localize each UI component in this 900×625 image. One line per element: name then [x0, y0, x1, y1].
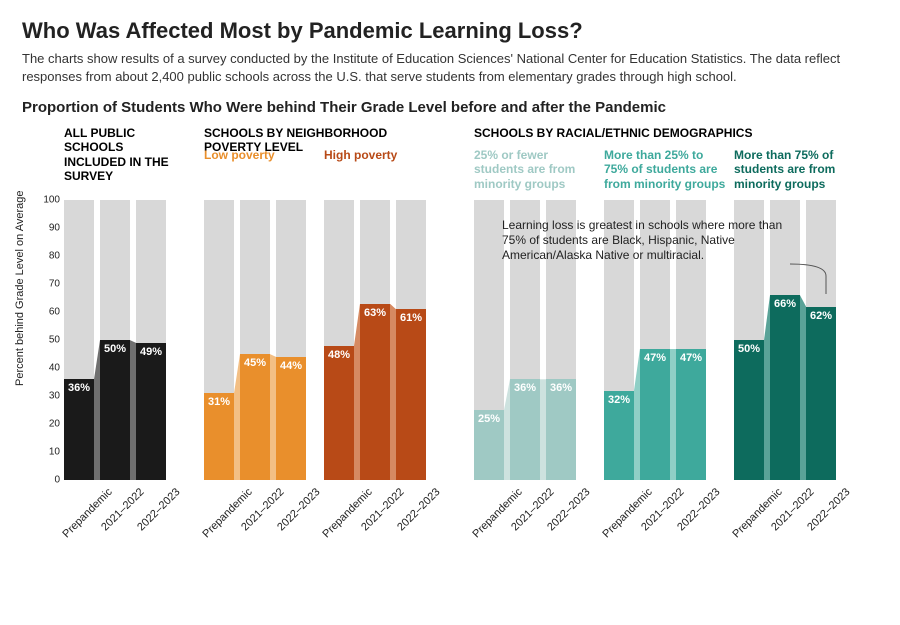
bar-value-label: 47% — [640, 352, 670, 364]
bar-value — [64, 379, 94, 480]
group-header: ALL PUBLIC SCHOOLS INCLUDED IN THE SURVE… — [64, 126, 174, 184]
bar-value — [770, 295, 800, 480]
bar-value-label: 25% — [474, 413, 504, 425]
y-tick: 0 — [36, 475, 60, 486]
bar-cluster: 36%Prepandemic50%2021–202249%2022–2023 — [64, 200, 166, 480]
bar-value-label: 61% — [396, 312, 426, 324]
y-tick: 80 — [36, 251, 60, 262]
subgroup-header: More than 25% to 75% of students are fro… — [604, 148, 728, 191]
bar-value — [676, 349, 706, 481]
bar-value-label: 50% — [100, 343, 130, 355]
bar-value-label: 47% — [676, 352, 706, 364]
bar-value-label: 50% — [734, 343, 764, 355]
y-tick: 100 — [36, 195, 60, 206]
y-tick: 50 — [36, 335, 60, 346]
bar-value-label: 36% — [510, 382, 540, 394]
subgroup-header: High poverty — [324, 148, 448, 162]
bar-value — [510, 379, 540, 480]
bar-value — [240, 354, 270, 480]
bar-value — [734, 340, 764, 480]
intro-text: The charts show results of a survey cond… — [22, 50, 878, 85]
y-tick: 20 — [36, 419, 60, 430]
group-header: SCHOOLS BY RACIAL/ETHNIC DEMOGRAPHICS — [474, 126, 874, 140]
bar-value — [136, 343, 166, 480]
bar-value-label: 32% — [604, 394, 634, 406]
subgroup-header: 25% or fewer students are from minority … — [474, 148, 598, 191]
bar-value — [640, 349, 670, 481]
bar-value-label: 66% — [770, 298, 800, 310]
y-axis-label: Percent behind Grade Level on Average — [14, 191, 26, 387]
y-tick: 70 — [36, 279, 60, 290]
bar-value-label: 62% — [806, 310, 836, 322]
y-tick: 60 — [36, 307, 60, 318]
bar-value-label: 48% — [324, 349, 354, 361]
chart-area: Percent behind Grade Level on Average 01… — [22, 126, 878, 596]
annotation-text: Learning loss is greatest in schools whe… — [502, 218, 792, 263]
bar-value — [806, 307, 836, 481]
bar-value — [360, 304, 390, 480]
page-title: Who Was Affected Most by Pandemic Learni… — [22, 18, 878, 44]
bar-value-label: 36% — [546, 382, 576, 394]
bar-value — [100, 340, 130, 480]
bar-value-label: 44% — [276, 360, 306, 372]
bar-value-label: 49% — [136, 346, 166, 358]
bar-value — [324, 346, 354, 480]
bar-cluster: 48%Prepandemic63%2021–202261%2022–2023 — [324, 200, 426, 480]
bar-value — [396, 309, 426, 480]
chart-subtitle: Proportion of Students Who Were behind T… — [22, 99, 878, 116]
bar-value-label: 45% — [240, 357, 270, 369]
bar-value — [276, 357, 306, 480]
bar-value-label: 31% — [204, 396, 234, 408]
bar-value-label: 36% — [64, 382, 94, 394]
y-tick: 90 — [36, 223, 60, 234]
y-tick: 10 — [36, 447, 60, 458]
bar-cluster: 31%Prepandemic45%2021–202244%2022–2023 — [204, 200, 306, 480]
bar-value — [546, 379, 576, 480]
y-tick: 40 — [36, 363, 60, 374]
bar-value-label: 63% — [360, 307, 390, 319]
subgroup-header: Low poverty — [204, 148, 328, 162]
y-tick: 30 — [36, 391, 60, 402]
subgroup-header: More than 75% of students are from minor… — [734, 148, 858, 191]
